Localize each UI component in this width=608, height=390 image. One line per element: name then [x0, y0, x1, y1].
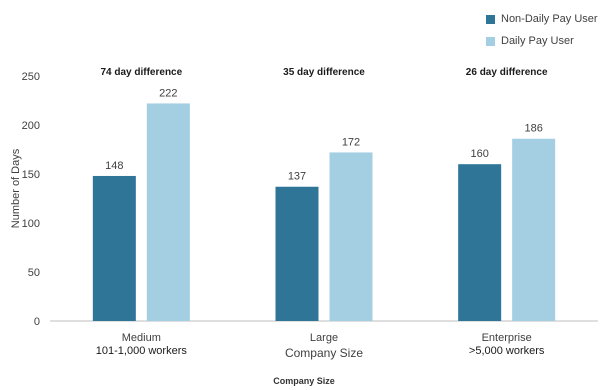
legend-label-nondaily: Non-Daily Pay User: [501, 13, 598, 25]
y-tick-label: 150: [22, 169, 40, 181]
category-label: Enterprise: [482, 332, 532, 344]
category-label: Large: [310, 332, 338, 344]
legend: Non-Daily Pay User Daily Pay User: [486, 8, 598, 52]
bar-daily: [146, 103, 190, 321]
bar-nondaily: [458, 164, 502, 321]
bar-daily: [329, 152, 373, 321]
legend-item-nondaily: Non-Daily Pay User: [486, 8, 598, 30]
category-sublabel: >5,000 workers: [469, 345, 545, 357]
category-sublabel: 101-1,000 workers: [96, 345, 188, 357]
data-label: 137: [288, 171, 306, 183]
legend-label-daily: Daily Pay User: [501, 35, 574, 47]
bar-nondaily: [275, 186, 319, 321]
difference-annotation: 26 day difference: [466, 67, 548, 78]
data-label: 186: [524, 123, 542, 135]
y-tick-label: 0: [34, 316, 40, 328]
x-axis-label: Company Size: [285, 346, 363, 360]
data-label: 222: [159, 87, 177, 99]
bar-daily: [512, 138, 556, 321]
y-tick-label: 100: [22, 218, 40, 230]
y-tick-label: 50: [28, 267, 40, 279]
legend-swatch-daily: [486, 36, 495, 46]
difference-annotation: 74 day difference: [100, 67, 182, 78]
difference-annotation: 35 day difference: [283, 67, 365, 78]
data-label: 148: [105, 160, 123, 172]
y-tick-label: 200: [22, 120, 40, 132]
data-label: 160: [470, 148, 488, 160]
y-tick-label: 250: [22, 71, 40, 83]
data-label: 172: [342, 136, 360, 148]
legend-swatch-nondaily: [486, 14, 495, 24]
bottom-title: Company Size: [273, 376, 335, 386]
category-label: Medium: [122, 332, 161, 344]
y-axis-label: Number of Days: [10, 148, 22, 228]
legend-item-daily: Daily Pay User: [486, 30, 598, 52]
bar-nondaily: [92, 175, 136, 321]
